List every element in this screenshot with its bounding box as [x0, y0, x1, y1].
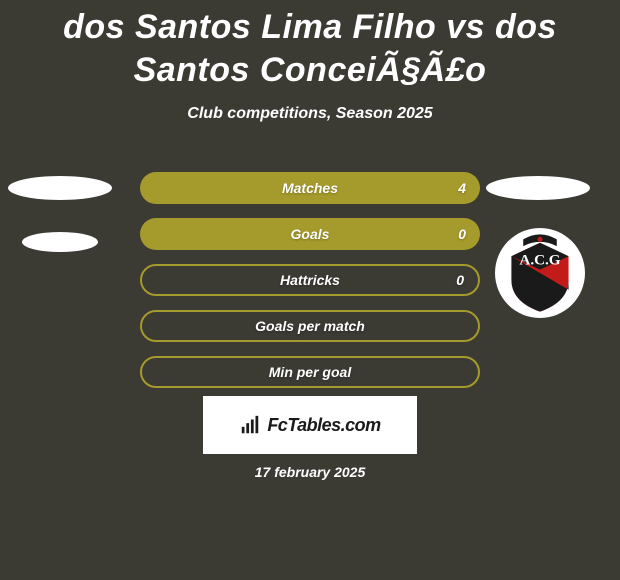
right-oval	[486, 176, 590, 200]
date-text: 17 february 2025	[0, 464, 620, 480]
club-badge-right: A.C.G	[495, 228, 585, 318]
stat-label: Goals	[140, 226, 480, 242]
stats-block: Matches4Goals0Hattricks0Goals per matchM…	[140, 172, 480, 402]
left-oval-1	[8, 176, 112, 200]
brand-text: FcTables.com	[267, 415, 380, 436]
stat-bar: Goals per match	[140, 310, 480, 342]
comparison-card: dos Santos Lima Filho vs dos Santos Conc…	[0, 0, 620, 580]
left-oval-2	[22, 232, 98, 252]
stat-label: Hattricks	[142, 272, 478, 288]
badge-letters: A.C.G	[519, 253, 560, 269]
subtitle: Club competitions, Season 2025	[0, 105, 620, 123]
stat-bar: Goals0	[140, 218, 480, 250]
brand-box: FcTables.com	[203, 396, 417, 454]
stat-label: Matches	[140, 180, 480, 196]
stat-bar: Hattricks0	[140, 264, 480, 296]
stat-label: Min per goal	[142, 364, 478, 380]
stat-bar: Matches4	[140, 172, 480, 204]
bar-chart-icon	[239, 414, 261, 436]
stat-value: 0	[458, 226, 466, 242]
club-badge-icon: A.C.G	[498, 231, 582, 315]
stat-label: Goals per match	[142, 318, 478, 334]
stat-value: 4	[458, 180, 466, 196]
stat-value: 0	[456, 272, 464, 288]
page-title: dos Santos Lima Filho vs dos Santos Conc…	[0, 0, 620, 91]
stat-bar: Min per goal	[140, 356, 480, 388]
